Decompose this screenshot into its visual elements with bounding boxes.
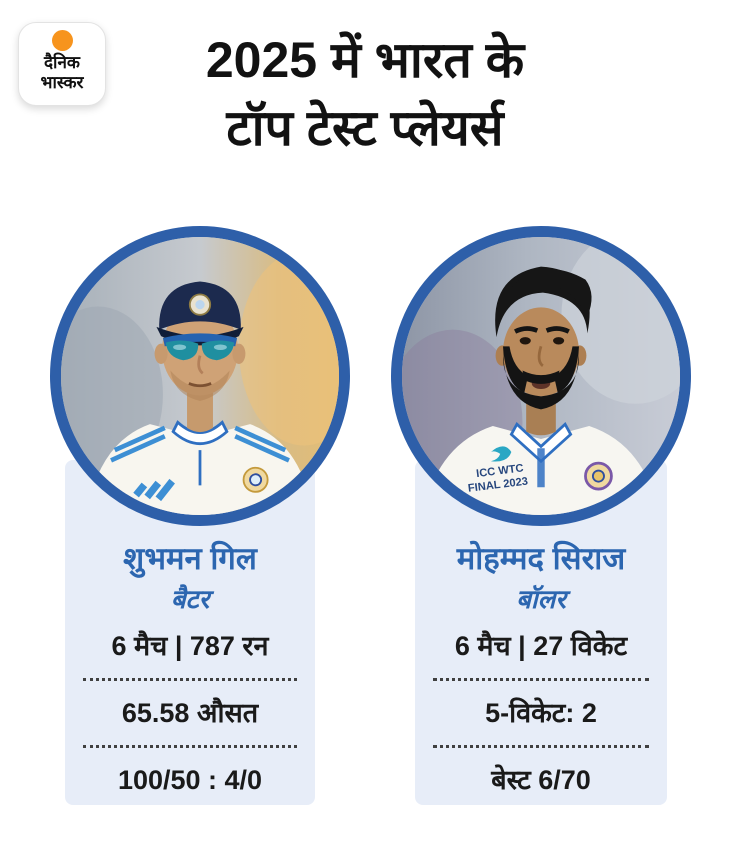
dotted-divider	[83, 745, 297, 748]
player-stat-matches-wickets: 6 मैच | 27 विकेट	[454, 631, 628, 661]
player-stat-five-wicket-hauls: 5-विकेट: 2	[485, 698, 597, 728]
player-photo-illustration-siraj: ICC WTC FINAL 2023	[402, 237, 680, 515]
dotted-divider	[433, 745, 649, 748]
logo-text-line2: भास्कर	[40, 73, 84, 92]
title-line-1: 2025 में भारत के	[205, 32, 525, 88]
player-name: मोहम्मद सिराज	[456, 541, 626, 576]
dotted-divider	[83, 678, 297, 681]
logo-sun-icon	[51, 30, 73, 51]
player-card-siraj: मोहम्मद सिराज बॉलर 6 मैच | 27 विकेट 5-वि…	[415, 460, 667, 805]
title-line-2: टॉप टेस्ट प्लेयर्स	[226, 100, 504, 156]
player-photo-gill	[50, 226, 350, 526]
player-role: बॉलर	[516, 584, 566, 614]
player-card-gill: शुभमन गिल बैटर 6 मैच | 787 रन 65.58 औसत …	[65, 460, 315, 805]
dotted-divider	[433, 678, 649, 681]
player-photo-siraj: ICC WTC FINAL 2023	[391, 226, 691, 526]
jersey-text-line1: ICC WTC	[476, 462, 525, 480]
player-name: शुभमन गिल	[123, 541, 257, 576]
player-stat-matches-runs: 6 मैच | 787 रन	[111, 631, 269, 661]
player-stat-average: 65.58 औसत	[121, 698, 259, 728]
player-photo-illustration-gill	[61, 237, 339, 515]
player-stat-hundreds-fifties: 100/50 : 4/0	[117, 765, 263, 795]
dainik-bhaskar-logo: दैनिक भास्कर	[18, 22, 106, 106]
page-title: 2025 में भारत के टॉप टेस्ट प्लेयर्स	[0, 26, 730, 162]
logo-text-line1: दैनिक	[44, 53, 80, 72]
player-stat-best-figures: बेस्ट 6/70	[491, 765, 591, 795]
player-role: बैटर	[170, 584, 210, 614]
